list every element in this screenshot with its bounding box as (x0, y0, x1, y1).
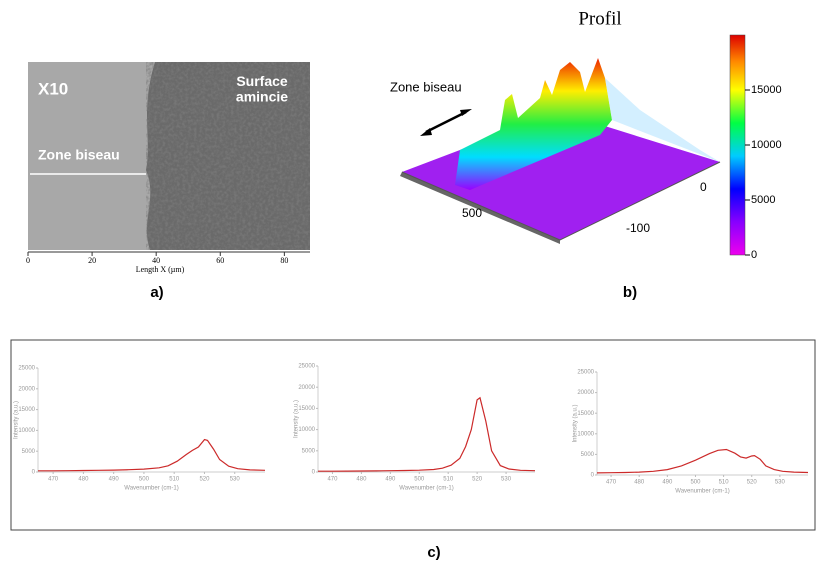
x-axis-label: Length X (µm) (136, 265, 185, 274)
y-tick-label: 20000 (577, 390, 594, 396)
x-tick-label: 480 (634, 480, 645, 486)
x-axis-label: Wavenumber (cm-1) (124, 486, 178, 492)
x-axis-label: Wavenumber (cm-1) (399, 486, 453, 492)
y-tick-label: 5000 (302, 448, 316, 454)
x-tick-label: 500 (139, 477, 150, 483)
y-tick-label: 10000 (18, 428, 35, 434)
y-tick-label: 5000 (22, 449, 36, 455)
caption: c) (427, 544, 440, 561)
arrow (425, 110, 467, 134)
panel-a: X10 Surface amincie Zone biseau Length X … (26, 62, 310, 301)
x-tick-label: 530 (775, 480, 786, 486)
colorbar-tick-label: 0 (751, 249, 757, 261)
x-tick-label: 500 (414, 477, 425, 483)
y-tick-label: 25000 (18, 366, 35, 372)
x-tick-label: 510 (169, 477, 180, 483)
y-tick-label: 25000 (298, 364, 315, 370)
x-tick-label: 490 (385, 477, 396, 483)
caption: b) (623, 284, 637, 301)
x-tick-label: 480 (78, 477, 89, 483)
x-tick-label: 490 (109, 477, 120, 483)
y-tick-label: 10000 (577, 431, 594, 437)
y-tick-label: 15000 (298, 406, 315, 412)
x-tick-label: 470 (48, 477, 59, 483)
region-right-label: Surface amincie (236, 73, 288, 104)
axis-tick-label: 0 (700, 180, 707, 194)
colorbar-tick-label: 10000 (751, 139, 782, 151)
y-tick-label: 0 (312, 470, 316, 476)
x-tick-label: 530 (230, 477, 241, 483)
spectrum-line (596, 448, 809, 474)
x-tick-label: 500 (690, 480, 701, 486)
x-tick-label: 470 (327, 477, 338, 483)
x-tick-label: 510 (443, 477, 454, 483)
y-axis-label: Intensity (a.u.) (14, 401, 20, 439)
colorbar-tick-label: 15000 (751, 84, 782, 96)
x-tick-label: 60 (216, 256, 224, 265)
annotation: Zone biseau (390, 79, 462, 94)
y-tick-label: 15000 (577, 411, 594, 417)
magnification: X10 (38, 79, 68, 98)
x-tick-label: 480 (356, 477, 367, 483)
surface-tail (605, 78, 720, 162)
y-axis-label: Intensity (a.u.) (573, 404, 579, 442)
surface-edge (400, 172, 560, 244)
x-tick-label: 520 (747, 480, 758, 486)
y-tick-label: 20000 (298, 385, 315, 391)
x-tick-label: 490 (662, 480, 673, 486)
x-tick-label: 470 (606, 480, 617, 486)
y-tick-label: 0 (591, 473, 595, 479)
x-tick-label: 20 (88, 256, 96, 265)
axis-tick-label: 500 (462, 206, 482, 220)
y-tick-label: 15000 (18, 407, 35, 413)
y-tick-label: 10000 (298, 427, 315, 433)
spectrum-line (38, 438, 266, 472)
surface-ridge (455, 58, 612, 190)
rough-texture (146, 62, 310, 250)
title: Profil (578, 8, 621, 29)
panel-b: Profil Zone biseau 500 0 -100 b) 0 5000 10… (390, 8, 782, 301)
x-tick-label: 40 (152, 256, 160, 265)
x-tick-label: 520 (472, 477, 483, 483)
arrow-heads (420, 109, 472, 136)
x-tick-label: 510 (719, 480, 730, 486)
y-tick-label: 25000 (577, 370, 594, 376)
y-tick-label: 0 (32, 470, 36, 476)
y-tick-label: 5000 (581, 452, 595, 458)
x-tick-label: 520 (199, 477, 210, 483)
colorbar-tick-label: 5000 (751, 194, 775, 206)
y-axis-label: Intensity (a.u.) (294, 400, 300, 438)
region-left-label: Zone biseau (38, 147, 120, 163)
x-tick-label: 0 (26, 256, 30, 265)
x-tick-label: 530 (501, 477, 512, 483)
x-axis-label: Wavenumber (cm-1) (675, 489, 729, 495)
y-tick-label: 20000 (18, 386, 35, 392)
axis-tick-label: -100 (626, 221, 650, 235)
axis-frame (401, 161, 721, 241)
spectrum-line (318, 396, 536, 472)
caption: a) (150, 284, 163, 301)
x-tick-label: 80 (280, 256, 288, 265)
colorbar (729, 34, 746, 256)
panel-c-frame (10, 339, 816, 531)
